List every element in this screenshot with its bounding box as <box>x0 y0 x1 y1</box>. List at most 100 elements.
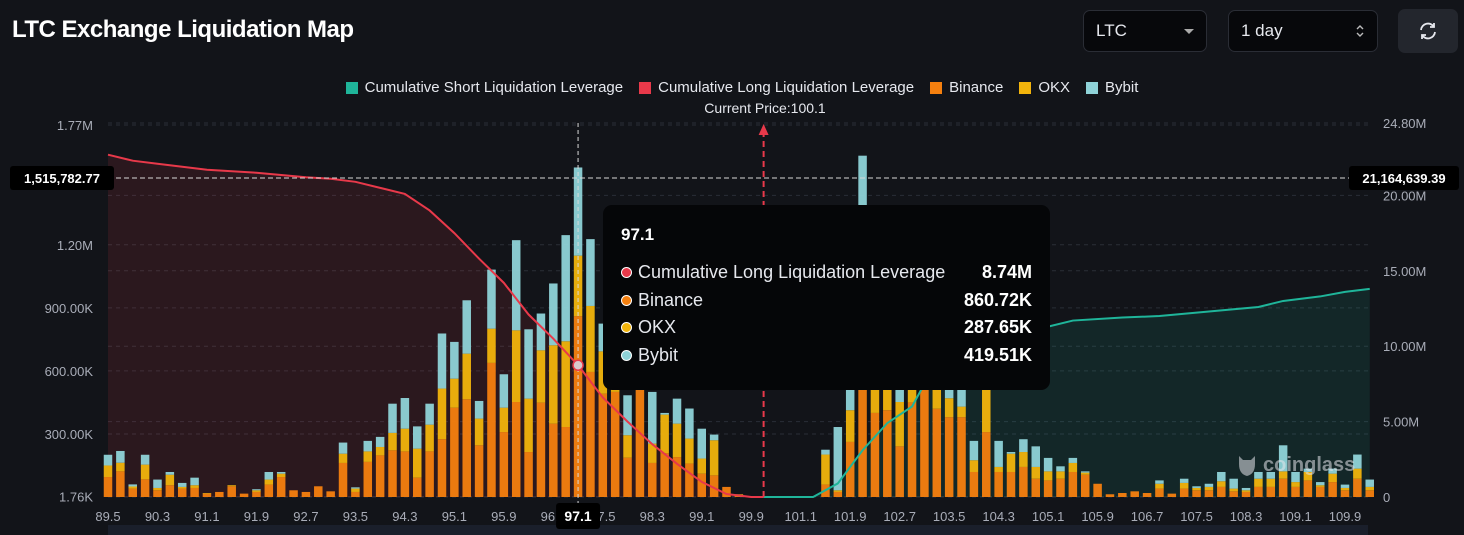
tooltip-row: Binance 860.72K <box>621 287 1032 315</box>
crosshair-right-value: 21,164,639.39 <box>1362 171 1445 186</box>
bar-binance <box>1291 486 1300 497</box>
bar-okx <box>1254 478 1263 487</box>
bar-okx <box>425 424 434 452</box>
y-left-tick: 1.76K <box>59 490 93 505</box>
bar-binance <box>536 402 546 497</box>
x-tick: 101.1 <box>784 509 817 524</box>
bar-binance <box>239 493 249 497</box>
bar-okx <box>450 378 459 408</box>
bar-bybit <box>103 454 113 466</box>
bar-binance <box>1130 491 1139 497</box>
x-tick: 105.9 <box>1081 509 1114 524</box>
legend-item-okx[interactable]: OKX <box>1019 79 1070 96</box>
data-zoom-slider[interactable] <box>108 525 1368 535</box>
bar-bybit <box>388 403 397 433</box>
legend-item-cumulative-short-liquidation-leverage[interactable]: Cumulative Short Liquidation Leverage <box>345 79 623 96</box>
bar-binance <box>982 432 991 497</box>
x-tick: 109.1 <box>1279 509 1312 524</box>
bar-bybit <box>1217 471 1226 482</box>
bar-binance <box>549 423 558 497</box>
bull-logo-icon <box>1239 456 1255 476</box>
tooltip-row-label: Binance <box>638 289 704 310</box>
bar-binance <box>190 487 199 497</box>
bar-bybit <box>450 341 459 379</box>
bar-okx <box>116 462 125 472</box>
bar-bybit <box>499 374 509 408</box>
bar-binance <box>511 402 521 497</box>
bar-binance <box>1316 486 1325 497</box>
bar-okx <box>437 388 447 440</box>
x-tick: 90.3 <box>145 509 170 524</box>
bar-bybit <box>524 329 533 399</box>
bar-okx <box>1080 472 1090 475</box>
x-tick: 104.3 <box>982 509 1015 524</box>
bar-bybit <box>116 450 125 463</box>
legend-item-bybit[interactable]: Bybit <box>1086 79 1138 96</box>
tooltip-row: Cumulative Long Liquidation Leverage 8.74… <box>621 259 1032 287</box>
bar-binance <box>165 485 175 497</box>
up-down-chevron-icon <box>1356 25 1364 37</box>
bar-binance <box>635 388 645 497</box>
legend-item-cumulative-long-liquidation-leverage[interactable]: Cumulative Long Liquidation Leverage <box>639 79 914 96</box>
bar-okx <box>648 443 657 463</box>
bar-bybit <box>252 489 261 491</box>
tooltip-row: OKX 287.65K <box>621 314 1032 342</box>
bar-bybit <box>437 333 447 389</box>
bar-binance <box>1080 474 1090 497</box>
bar-binance <box>969 471 979 497</box>
bar-binance <box>1278 478 1288 497</box>
bar-binance <box>1365 490 1374 497</box>
bar-okx <box>845 410 855 442</box>
bar-okx <box>202 493 212 494</box>
caret-down-icon <box>1184 28 1194 34</box>
bar-okx <box>153 487 162 491</box>
bar-bybit <box>648 391 657 444</box>
bar-okx <box>1217 481 1226 487</box>
bar-binance <box>227 486 236 497</box>
bar-bybit <box>177 482 187 487</box>
series-dot-icon <box>621 322 632 334</box>
bar-binance <box>1142 493 1152 497</box>
bar-okx <box>1179 482 1189 489</box>
bar-binance <box>561 427 570 497</box>
bar-binance <box>103 477 113 497</box>
bar-bybit <box>549 283 558 346</box>
x-tick: 102.7 <box>883 509 916 524</box>
x-tick: 89.5 <box>95 509 120 524</box>
bar-okx <box>276 473 286 478</box>
bar-okx <box>1043 471 1053 481</box>
bar-bybit <box>1266 471 1276 479</box>
bar-okx <box>1068 462 1078 472</box>
bar-bybit <box>1043 457 1053 472</box>
bar-okx <box>697 458 707 474</box>
bar-binance <box>920 370 929 497</box>
bar-binance <box>944 417 954 497</box>
series-dot-icon <box>621 349 632 361</box>
x-tick: 93.5 <box>343 509 368 524</box>
bar-binance <box>697 473 707 497</box>
bar-okx <box>1229 488 1238 492</box>
tooltip-row-value: 287.65K <box>963 317 1032 338</box>
bar-bybit <box>165 471 175 475</box>
y-right-tick: 0 <box>1383 490 1390 505</box>
bar-bybit <box>140 454 150 465</box>
range-select[interactable]: 1 day <box>1228 10 1378 52</box>
symbol-select[interactable]: LTC <box>1083 10 1207 52</box>
crosshair-right-label-bg <box>1349 166 1459 190</box>
bar-binance <box>140 479 150 497</box>
legend-item-binance[interactable]: Binance <box>930 79 1003 96</box>
legend-label: Cumulative Long Liquidation Leverage <box>658 79 915 96</box>
bar-binance <box>1229 491 1238 497</box>
bar-binance <box>858 370 867 497</box>
refresh-button[interactable] <box>1398 9 1458 53</box>
bar-bybit <box>1155 480 1164 484</box>
bar-okx <box>1316 485 1325 487</box>
bar-binance <box>474 445 484 497</box>
bar-bybit <box>1192 486 1201 488</box>
x-tick: 108.3 <box>1230 509 1263 524</box>
bar-okx <box>499 407 509 433</box>
bar-binance <box>994 471 1003 497</box>
tooltip-title: 97.1 <box>621 225 655 244</box>
bar-okx <box>895 402 904 447</box>
bar-okx <box>487 328 496 363</box>
